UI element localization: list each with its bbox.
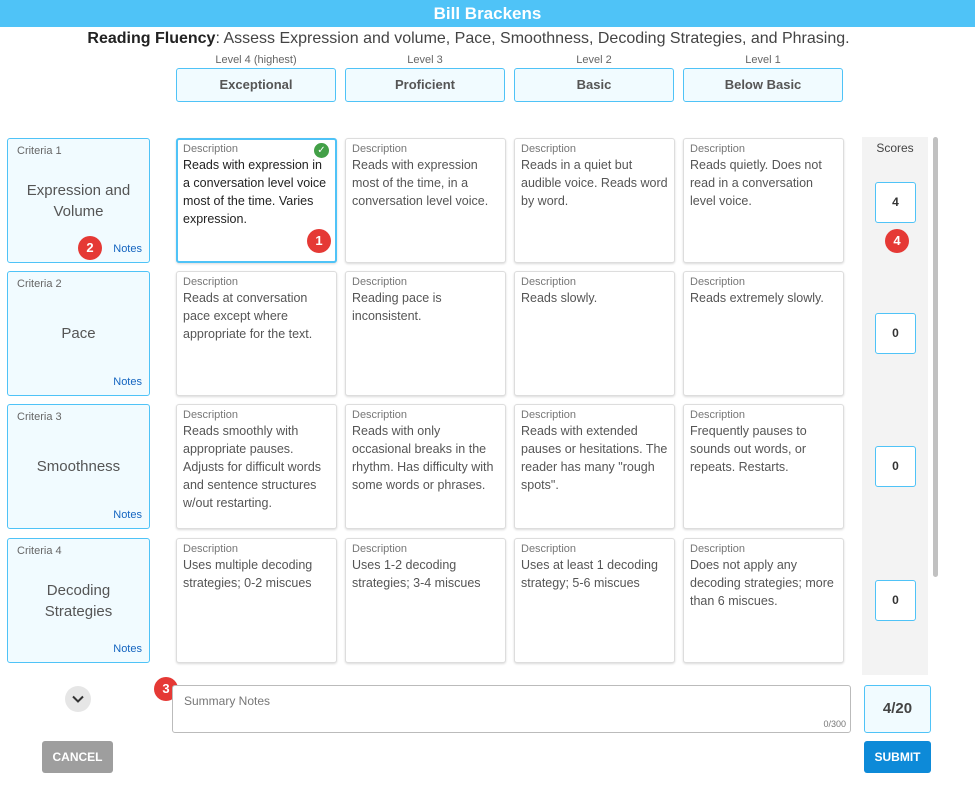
description-text: Reads in a quiet but audible voice. Read… bbox=[521, 158, 668, 208]
criteria-name: Expression and Volume bbox=[26, 181, 131, 220]
cancel-button[interactable]: CANCEL bbox=[42, 741, 113, 773]
student-name-header: Bill Brackens bbox=[0, 0, 975, 27]
rubric-cell[interactable]: Description Reads with only occasional b… bbox=[345, 404, 506, 529]
scores-title: Scores bbox=[876, 141, 914, 155]
score-input-1[interactable]: 4 bbox=[875, 182, 916, 223]
criteria-card-3: Smoothness Criteria 3 Notes bbox=[7, 404, 150, 529]
submit-button[interactable]: SUBMIT bbox=[864, 741, 931, 773]
level-header-exceptional[interactable]: Exceptional bbox=[176, 68, 336, 102]
description-label: Description bbox=[352, 276, 408, 288]
level-header-proficient[interactable]: Proficient bbox=[345, 68, 505, 102]
character-count: 0/300 bbox=[823, 719, 846, 729]
score-input-4[interactable]: 0 bbox=[875, 580, 916, 621]
criteria-number: Criteria 4 bbox=[17, 545, 62, 557]
callout-badge-2: 2 bbox=[78, 236, 102, 260]
callout-badge-1: 1 bbox=[307, 229, 331, 253]
description-label: Description bbox=[183, 143, 239, 155]
total-score: 4/20 bbox=[864, 685, 931, 733]
score-input-3[interactable]: 0 bbox=[875, 446, 916, 487]
description-text: Uses at least 1 decoding strategy; 5-6 m… bbox=[521, 558, 658, 590]
criteria-number: Criteria 2 bbox=[17, 278, 62, 290]
description-label: Description bbox=[521, 543, 577, 555]
rubric-cell[interactable]: Description Reads at conversation pace e… bbox=[176, 271, 337, 396]
criteria-name: Pace bbox=[61, 325, 96, 342]
description-label: Description bbox=[690, 143, 746, 155]
rubric-cell[interactable]: Description Reads with expression most o… bbox=[345, 138, 506, 263]
rubric-cell[interactable]: Description Reads slowly. bbox=[514, 271, 675, 396]
description-text: Reads with only occasional breaks in the… bbox=[352, 424, 494, 492]
description-label: Description bbox=[352, 409, 408, 421]
check-circle-icon: ✓ bbox=[314, 143, 329, 158]
description-text: Frequently pauses to sounds out words, o… bbox=[690, 424, 807, 474]
rubric-cell[interactable]: Description Reads quietly. Does not read… bbox=[683, 138, 844, 263]
rubric-title: Reading Fluency bbox=[87, 30, 216, 47]
criteria-number: Criteria 1 bbox=[17, 145, 62, 157]
description-text: Reads slowly. bbox=[521, 291, 598, 305]
criteria-name: Smoothness bbox=[36, 458, 121, 475]
description-label: Description bbox=[690, 276, 746, 288]
description-text: Does not apply any decoding strategies; … bbox=[690, 558, 834, 608]
description-text: Reads smoothly with appropriate pauses. … bbox=[183, 424, 322, 510]
rubric-cell[interactable]: Description Uses at least 1 decoding str… bbox=[514, 538, 675, 663]
description-label: Description bbox=[183, 276, 239, 288]
summary-notes-field[interactable]: Summary Notes 0/300 bbox=[172, 685, 851, 733]
rubric-description: : Assess Expression and volume, Pace, Sm… bbox=[215, 30, 850, 47]
description-text: Reads at conversation pace except where … bbox=[183, 291, 313, 341]
criteria-card-4: Decoding Strategies Criteria 4 Notes bbox=[7, 538, 150, 663]
notes-link[interactable]: Notes bbox=[113, 243, 142, 255]
notes-link[interactable]: Notes bbox=[113, 643, 142, 655]
callout-badge-4: 4 bbox=[885, 229, 909, 253]
description-label: Description bbox=[521, 409, 577, 421]
description-text: Reads extremely slowly. bbox=[690, 291, 824, 305]
criteria-number: Criteria 3 bbox=[17, 411, 62, 423]
description-label: Description bbox=[521, 276, 577, 288]
level-caption-4: Level 4 (highest) bbox=[215, 54, 297, 66]
criteria-name: Decoding Strategies bbox=[44, 581, 113, 620]
rubric-cell[interactable]: Description Uses 1-2 decoding strategies… bbox=[345, 538, 506, 663]
level-header-basic[interactable]: Basic bbox=[514, 68, 674, 102]
description-label: Description bbox=[521, 143, 577, 155]
description-text: Reads with extended pauses or hesitation… bbox=[521, 424, 668, 492]
level-header-below-basic[interactable]: Below Basic bbox=[683, 68, 843, 102]
rubric-subtitle: Reading Fluency: Assess Expression and v… bbox=[0, 30, 937, 48]
rubric-cell[interactable]: Description Reads with extended pauses o… bbox=[514, 404, 675, 529]
summary-notes-placeholder: Summary Notes bbox=[184, 694, 271, 708]
rubric-cell[interactable]: Description Reads smoothly with appropri… bbox=[176, 404, 337, 529]
level-caption-3: Level 3 bbox=[407, 54, 443, 66]
chevron-down-icon bbox=[72, 695, 84, 703]
notes-link[interactable]: Notes bbox=[113, 509, 142, 521]
level-caption-1: Level 1 bbox=[745, 54, 781, 66]
description-label: Description bbox=[352, 143, 408, 155]
description-text: Reads quietly. Does not read in a conver… bbox=[690, 158, 822, 208]
scrollbar[interactable] bbox=[933, 137, 938, 577]
rubric-cell[interactable]: Description Reading pace is inconsistent… bbox=[345, 271, 506, 396]
description-label: Description bbox=[690, 409, 746, 421]
description-label: Description bbox=[352, 543, 408, 555]
description-label: Description bbox=[183, 543, 239, 555]
description-text: Uses multiple decoding strategies; 0-2 m… bbox=[183, 558, 313, 590]
rubric-cell[interactable]: Description Frequently pauses to sounds … bbox=[683, 404, 844, 529]
expand-toggle-button[interactable] bbox=[65, 686, 91, 712]
rubric-cell[interactable]: Description Reads extremely slowly. bbox=[683, 271, 844, 396]
rubric-cell[interactable]: Description Does not apply any decoding … bbox=[683, 538, 844, 663]
score-input-2[interactable]: 0 bbox=[875, 313, 916, 354]
description-text: Reads with expression most of the time, … bbox=[352, 158, 489, 208]
description-text: Reads with expression in a conversation … bbox=[183, 158, 327, 226]
description-label: Description bbox=[690, 543, 746, 555]
rubric-cell[interactable]: Description Reads in a quiet but audible… bbox=[514, 138, 675, 263]
description-text: Reading pace is inconsistent. bbox=[352, 291, 442, 323]
level-caption-2: Level 2 bbox=[576, 54, 612, 66]
notes-link[interactable]: Notes bbox=[113, 376, 142, 388]
description-text: Uses 1-2 decoding strategies; 3-4 miscue… bbox=[352, 558, 481, 590]
description-label: Description bbox=[183, 409, 239, 421]
criteria-card-2: Pace Criteria 2 Notes bbox=[7, 271, 150, 396]
rubric-cell[interactable]: Description Uses multiple decoding strat… bbox=[176, 538, 337, 663]
